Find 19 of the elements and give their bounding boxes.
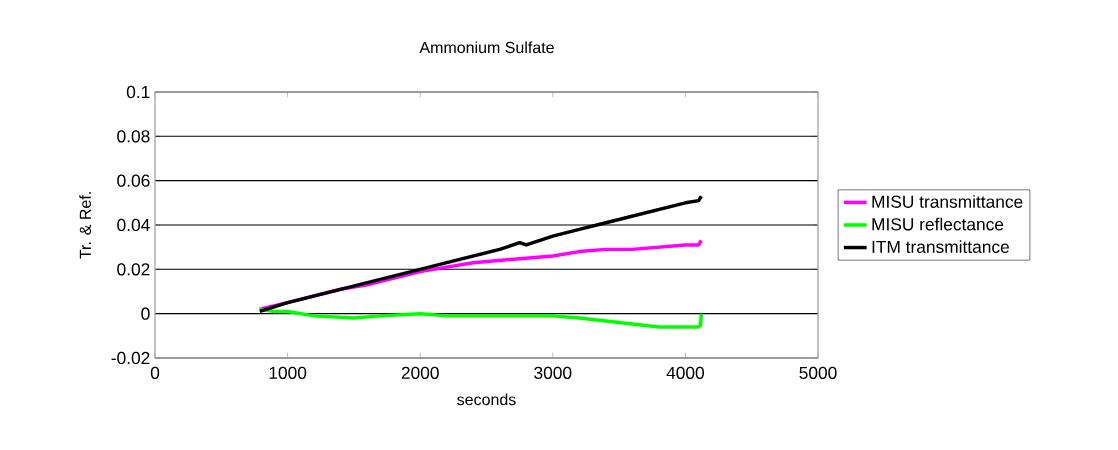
y-tick-label: 0.1 xyxy=(126,85,150,99)
y-axis-title: Tr. & Ref. xyxy=(79,192,91,259)
x-axis-title: seconds xyxy=(457,393,516,406)
x-tick-label: 5000 xyxy=(799,366,837,379)
x-tick-label: 1000 xyxy=(269,366,307,379)
chart-title: Ammonium Sulfate xyxy=(419,41,554,54)
x-tick-label: 3000 xyxy=(534,366,572,379)
legend-label: ITM transmittance xyxy=(872,240,1009,253)
x-tick-label: 0 xyxy=(150,366,160,379)
y-tick-label: 0.08 xyxy=(117,130,150,143)
y-tick-label: 0.02 xyxy=(117,263,150,276)
y-tick-label: 0.06 xyxy=(117,174,150,187)
x-tick-label: 2000 xyxy=(401,366,439,379)
y-tick-label: 0.04 xyxy=(117,218,150,232)
legend-label: MISU transmittance xyxy=(872,195,1023,208)
legend-label: MISU reflectance xyxy=(872,217,1004,231)
x-tick-label: 4000 xyxy=(666,366,704,379)
y-tick-label: 0 xyxy=(141,307,150,320)
y-tick-label: -0.02 xyxy=(111,351,150,365)
